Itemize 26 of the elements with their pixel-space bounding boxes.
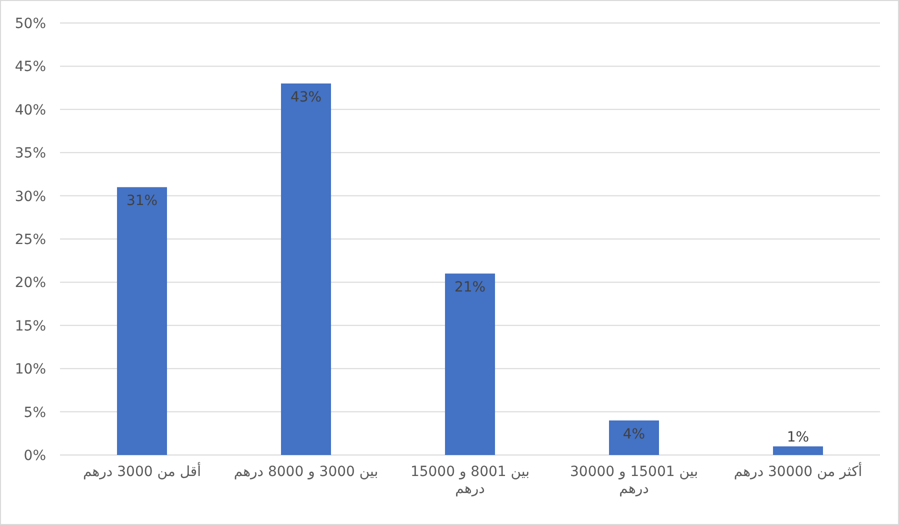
bar [445,274,495,455]
x-tick-label: أقل من 3000 درهم [82,464,202,481]
y-tick-label: 5% [24,404,46,421]
bar [609,420,659,455]
data-label: 31% [126,193,158,210]
y-tick-label: 30% [14,188,46,205]
y-tick-label: 50% [14,16,46,32]
y-tick-label: 40% [14,102,46,118]
data-label: 21% [454,280,486,296]
data-label: 4% [622,426,646,442]
data-label: 43% [290,89,322,106]
bar [281,83,331,455]
x-tick-label: بين 15001 و 30000 درهم [569,464,699,498]
y-tick-label: 15% [14,318,46,334]
y-tick-label: 20% [14,275,46,292]
y-tick-label: 25% [14,232,46,248]
y-tick-label: 0% [24,448,46,464]
data-label: 1% [786,429,810,446]
y-tick-label: 45% [14,59,46,76]
x-tick-label: أكثر من 30000 درهم [732,464,864,481]
y-tick-label: 35% [14,146,46,162]
y-tick-label: 10% [14,362,46,378]
bar [773,446,823,455]
bar [117,187,167,455]
x-tick-label: بين 3000 و 8000 درهم [232,464,380,481]
x-tick-label: بين 8001 و 15000 درهم [409,464,531,498]
